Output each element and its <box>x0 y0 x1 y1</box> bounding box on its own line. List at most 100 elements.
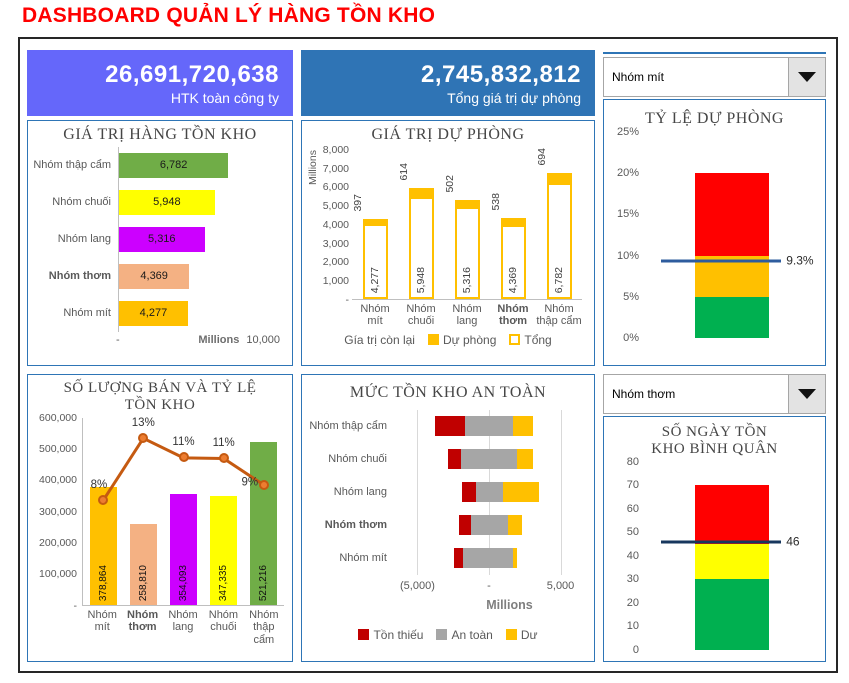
x-tick-zero: - <box>116 333 120 346</box>
provision-value-panel: GIÁ TRỊ DỰ PHÒNG Millions 8,000 7,000 6,000… <box>301 120 595 366</box>
y-tick: 5,000 <box>322 200 349 213</box>
legend-label: Dư <box>520 627 538 642</box>
bar: 347,335 <box>210 496 238 605</box>
y-tick: 60 <box>626 502 639 515</box>
legend-label: Tồn thiếu <box>373 627 424 642</box>
category-label: Nhóm thập cẩm <box>536 302 582 328</box>
provision-value-label: 397 <box>351 194 364 212</box>
y-tick: 10 <box>626 620 639 633</box>
column-slot: 6,782 694 <box>536 148 582 299</box>
plot-area: 46 <box>646 462 817 650</box>
category-label: Nhóm chuối <box>208 608 239 634</box>
group-filter-bottom-value[interactable]: Nhóm thơm <box>604 375 788 413</box>
sales-quantity-panel: SỐ LƯỢNG BÁN VÀ TỶ LỆ TỒN KHO 600,000 500… <box>27 374 293 662</box>
bar: 5,948 <box>119 189 215 215</box>
line-marker <box>218 453 229 464</box>
provision-segment <box>362 219 388 227</box>
bar-segment <box>458 514 472 535</box>
bar-value-label: 5,316 <box>148 233 176 246</box>
chart-title: GIÁ TRỊ DỰ PHÒNG <box>371 126 525 143</box>
gauge-zone <box>694 296 769 338</box>
gridline <box>560 409 562 575</box>
bar-value-label: 6,782 <box>159 159 188 172</box>
bar-value-label: 4,369 <box>140 270 168 283</box>
y-tick: 600,000 <box>39 411 77 424</box>
bar: 258,810 <box>129 523 157 605</box>
bar: 4,369 <box>119 263 190 289</box>
legend-swatch <box>509 334 521 346</box>
bar-row: Nhóm chuối 5,948 <box>32 183 280 221</box>
y-tick: 0% <box>623 331 639 344</box>
chart-title: SỐ NGÀY TỒN KHO BÌNH QUÂN <box>651 424 778 457</box>
category-label: Nhóm thơm <box>324 519 387 532</box>
kpi-label: Tổng giá trị dự phòng <box>447 89 581 106</box>
bar-zone: 4,369 <box>118 257 280 295</box>
y-tick: 20 <box>626 596 639 609</box>
bar: 6,782 <box>119 152 229 178</box>
bar-segment <box>447 448 462 469</box>
total-value-label: 5,948 <box>415 266 427 293</box>
line-marker <box>178 452 189 463</box>
chart-title: MỨC TỒN KHO AN TOÀN <box>349 384 547 401</box>
gauge-zone <box>694 543 769 580</box>
category-label: Nhóm lang <box>452 302 482 328</box>
category-labels: Nhóm thập cẩm Nhóm chuối Nhóm lang Nhóm thơ… <box>306 410 396 575</box>
bar-segment <box>461 448 517 469</box>
line-marker <box>98 495 109 506</box>
bar-segment <box>463 547 513 568</box>
y-tick: 4,000 <box>322 218 349 231</box>
category-label: Nhóm chuối <box>406 302 436 328</box>
provision-value-label: 694 <box>535 147 548 166</box>
x-axis-labels: Nhóm mít Nhóm chuối Nhóm lang Nhóm thơm Nhóm… <box>302 300 594 328</box>
bar-row: Nhóm thập cẩm 6,782 <box>32 146 280 184</box>
provision-value-label: 502 <box>443 174 456 193</box>
y-tick: 6,000 <box>322 181 349 194</box>
chevron-down-icon <box>798 389 816 399</box>
category-label: Nhóm mít <box>339 552 387 565</box>
column-slot: 521,216 <box>244 418 284 605</box>
x-tick: - <box>487 579 491 592</box>
kpi-total-provision: 2,745,832,812 Tổng giá trị dự phòng <box>301 50 595 116</box>
gauge-zone <box>694 485 769 544</box>
y-axis: 25% 20% 15% 10% 5% 0% <box>608 126 646 344</box>
target-line <box>661 540 782 543</box>
legend-item: Tồn thiếu <box>358 628 423 642</box>
y-tick: 5% <box>623 290 639 303</box>
provision-ratio-gauge: 25% 20% 15% 10% 5% 0% 9.3% <box>604 126 825 344</box>
axis-unit-label: Millions <box>486 597 533 612</box>
gauge-zone <box>694 173 769 256</box>
percent-label: 8% <box>90 479 108 492</box>
group-filter-bottom[interactable]: Nhóm thơm <box>603 374 826 414</box>
group-filter-bottom-dropdown-button[interactable] <box>788 375 825 413</box>
bar-row: Nhóm mít 4,277 <box>32 294 280 332</box>
legend: Tồn thiếu An toàn Dư <box>302 628 594 642</box>
category-label: Nhóm chuối <box>328 453 387 466</box>
legend-swatch <box>427 334 439 346</box>
group-filter-top[interactable]: Nhóm mít <box>603 57 826 97</box>
kpi-value: 2,745,832,812 <box>421 60 581 88</box>
column-slot: 378,864 <box>83 418 123 605</box>
bar-segment <box>464 415 514 436</box>
plot-area <box>396 409 582 575</box>
bar-value-label: 5,948 <box>153 196 181 209</box>
bar-segment <box>502 481 540 502</box>
y-tick: 500,000 <box>39 442 77 455</box>
total-column: 5,948 614 <box>398 163 434 299</box>
legend-item: Tổng <box>509 333 552 347</box>
y-tick: 2,000 <box>322 256 349 269</box>
inventory-value-panel: GIÁ TRỊ HÀNG TỒN KHO Nhóm thập cẩm 6,782 N… <box>27 120 293 366</box>
bar-segment <box>508 514 522 535</box>
bar: 4,277 <box>119 300 188 326</box>
category-label: Nhóm lang <box>333 486 387 499</box>
x-axis-labels: Nhóm mít Nhóm thơm Nhóm lang Nhóm chuối Nhóm… <box>28 606 292 647</box>
dashboard-board: 26,691,720,638 HTK toàn công ty 2,745,83… <box>18 37 838 673</box>
group-filter-top-value[interactable]: Nhóm mít <box>604 58 788 96</box>
y-axis: 600,000 500,000 400,000 300,000 200,000 100,0… <box>30 412 82 612</box>
safety-stock-panel: MỨC TỒN KHO AN TOÀN Nhóm thập cẩm Nhóm ch… <box>301 374 595 662</box>
column-slot: 5,316 502 <box>444 150 490 299</box>
y-tick: 30 <box>626 573 639 586</box>
total-column: 6,782 694 <box>536 148 572 299</box>
y-tick: - <box>73 599 78 612</box>
group-filter-top-dropdown-button[interactable] <box>788 58 825 96</box>
line-marker <box>138 432 149 443</box>
